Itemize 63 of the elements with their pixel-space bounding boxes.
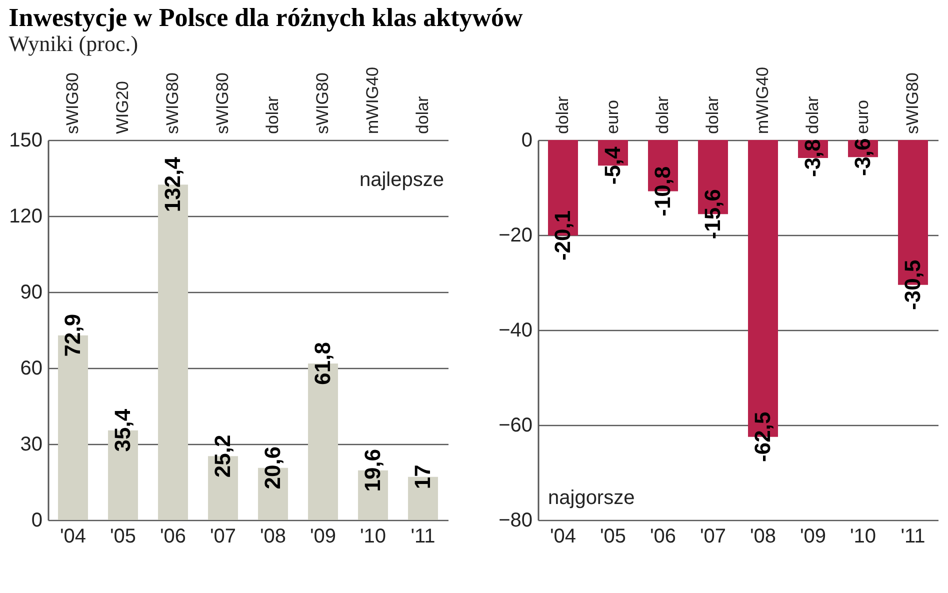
x-tick-label: '04 [550,526,576,548]
y-tick-label: 0 [31,510,42,532]
x-tick-label: '05 [110,526,136,548]
x-tick-label: '09 [310,526,336,548]
x-tick-label: '09 [800,526,826,548]
text: WIG20 [113,81,132,134]
x-tick-label: '05 [600,526,626,548]
data-label: -20,1 [550,210,575,261]
data-label: 35,4 [110,408,135,452]
y-tick-label: −60 [498,414,532,436]
x-tick-label: '07 [700,526,726,548]
data-label: 132,4 [160,156,185,212]
x-tick-label: '04 [60,526,86,548]
data-label: 61,8 [310,342,335,385]
data-label: -30,5 [900,260,925,310]
text: sWIG80 [163,72,182,134]
data-label: 17 [410,464,435,490]
x-tick-label: '11 [410,526,436,548]
data-label: 25,2 [210,434,235,478]
chart-title: Inwestycje w Polsce dla różnych klas aktywów [8,2,524,32]
text: dolar [703,96,722,134]
annotation: najgorsze [548,487,635,509]
y-tick-label: −20 [498,224,532,246]
data-label: -62,5 [750,412,775,462]
x-tick-label: '08 [750,526,776,548]
annotation: najlepsze [359,169,444,191]
data-label: 19,6 [360,448,385,492]
x-tick-label: '10 [360,526,386,548]
text: euro [603,100,622,134]
data-label: -15,6 [700,189,725,240]
y-tick-label: 120 [9,206,42,228]
x-tick-label: '06 [650,526,676,548]
x-tick-label: '06 [160,526,186,548]
text: dolar [653,96,672,134]
text: sWIG80 [63,72,82,134]
x-tick-label: '07 [210,526,236,548]
text: dolar [263,96,282,134]
x-tick-label: '10 [850,526,876,548]
text: sWIG80 [903,72,922,134]
y-tick-label: 150 [9,130,42,152]
y-tick-label: 0 [521,130,532,152]
x-tick-label: '08 [260,526,286,548]
text: sWIG80 [313,72,332,134]
text: dolar [803,96,822,134]
x-tick-label: '11 [900,526,926,548]
text: mWIG40 [753,66,772,134]
data-label: -3,8 [800,139,825,178]
chart-subtitle: Wyniki (proc.) [8,30,138,56]
text: dolar [553,96,572,134]
y-tick-label: −40 [498,320,532,342]
text: sWIG80 [213,72,232,134]
text: dolar [413,96,432,134]
data-label: 20,6 [260,446,285,490]
data-label: 72,9 [60,314,85,357]
data-label: -3,6 [850,138,875,176]
data-label: -10,8 [650,166,675,216]
y-tick-label: 30 [20,434,42,456]
y-tick-label: 60 [20,358,42,380]
data-label: -5,4 [600,146,625,185]
y-tick-label: −80 [498,510,532,532]
text: euro [853,100,872,134]
y-tick-label: 90 [20,282,42,304]
text: mWIG40 [363,66,382,134]
